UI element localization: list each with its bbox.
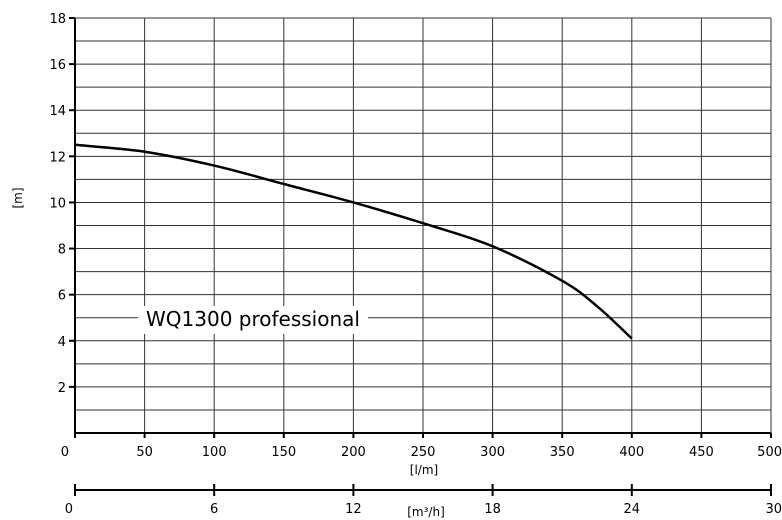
secondary-x-tick-label: 0 — [65, 502, 73, 517]
y-tick-label: 10 — [49, 196, 66, 211]
x-tick-label: 200 — [341, 445, 366, 460]
x-tick-label: 250 — [411, 445, 436, 460]
secondary-x-tick-label: 6 — [210, 502, 218, 517]
x-tick-label: 300 — [480, 445, 505, 460]
series-label-background — [138, 306, 368, 334]
y-tick-label: 12 — [49, 150, 66, 165]
series: WQ1300 professional — [74, 143, 633, 340]
y-tick-label: 6 — [58, 289, 66, 304]
secondary-x-tick-label: 24 — [624, 502, 641, 517]
y-tick-label: 14 — [49, 104, 66, 119]
secondary-x-tick-label: 12 — [345, 502, 362, 517]
y-tick-label: 8 — [58, 243, 66, 258]
x-tick-label: 50 — [136, 445, 153, 460]
y-tick-label: 4 — [58, 335, 66, 350]
y-tick-label: 16 — [49, 58, 66, 73]
secondary-x-tick-label: 30 — [765, 502, 782, 517]
x-tick-label: 450 — [689, 445, 714, 460]
x-tick-label: 350 — [550, 445, 575, 460]
x-tick-label: 100 — [202, 445, 227, 460]
x-tick-label: 150 — [271, 445, 296, 460]
x-tick-label: 400 — [619, 445, 644, 460]
secondary-x-tick-label: 18 — [484, 502, 501, 517]
y-axis-label: [m] — [11, 187, 25, 208]
x-tick-label: 0 — [61, 445, 69, 460]
y-tick-label: 2 — [58, 381, 66, 396]
x-tick-label: 500 — [757, 445, 782, 460]
x-axis-label: [l/m] — [410, 463, 438, 477]
series-line — [74, 143, 633, 340]
grid — [75, 17, 771, 433]
secondary-x-axis-label: [m³/h] — [407, 505, 445, 519]
series-label: WQ1300 professional — [146, 307, 360, 331]
axes — [69, 17, 772, 496]
y-tick-label: 18 — [49, 12, 66, 27]
